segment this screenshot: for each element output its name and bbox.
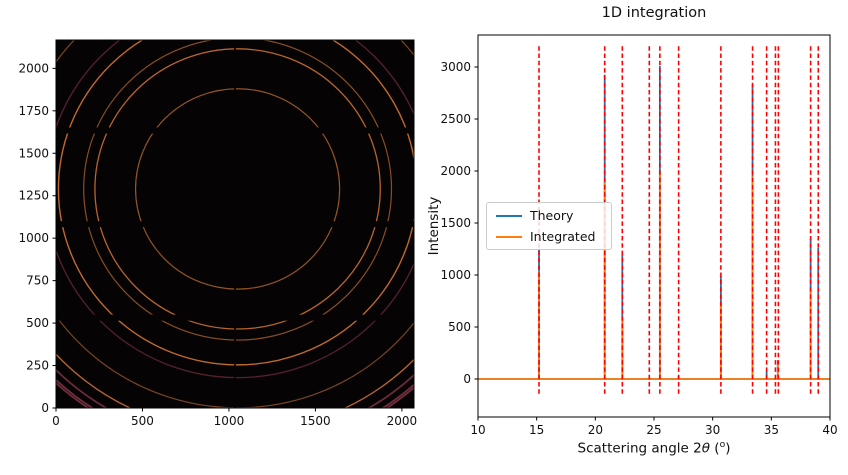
x-axis-label: Scattering angle 2θ (o): [478, 439, 830, 457]
x-tick-label: 40: [822, 423, 837, 437]
x-tick-label: 35: [764, 423, 779, 437]
theory-line-swatch: [496, 214, 522, 217]
legend-entry-integrated: Integrated: [496, 229, 602, 244]
y-tick-label: 1250: [18, 189, 49, 203]
theta-symbol: θ: [701, 440, 710, 457]
x-tick-label: 0: [52, 414, 60, 428]
plot-title: 1D integration: [601, 5, 707, 21]
y-tick-label: 750: [26, 274, 49, 288]
diffraction-ring: [83, 40, 393, 341]
x-tick-label: 1500: [300, 414, 331, 428]
legend-label-integrated: Integrated: [530, 229, 596, 244]
x-tick-label: 25: [646, 423, 661, 437]
x-tick-label: 2000: [387, 414, 418, 428]
paren-open: (: [710, 440, 720, 457]
y-tick-label: 500: [26, 316, 49, 330]
degree-symbol: o: [719, 439, 726, 450]
x-tick-label: 500: [131, 414, 154, 428]
paren-close: ): [725, 440, 731, 457]
x-tick-label: 1000: [214, 414, 245, 428]
module-gap-vertical: [234, 40, 236, 408]
y-tick-label: 1500: [18, 146, 49, 160]
x-tick-label: 30: [705, 423, 720, 437]
legend-label-theory: Theory: [530, 208, 574, 223]
integrated-line-swatch: [496, 235, 522, 238]
axes-spines: [55, 39, 415, 409]
x-axis-label-text: Scattering angle 2: [577, 440, 702, 457]
diffraction-ring: [134, 88, 341, 290]
y-tick-label: 250: [26, 359, 49, 373]
y-tick-label: 0: [463, 372, 471, 386]
y-tick-label: 1500: [440, 216, 471, 230]
y-tick-label: 500: [448, 320, 471, 334]
y-tick-label: 0: [41, 401, 49, 415]
legend: Theory Integrated: [486, 202, 612, 250]
y-tick-label: 2000: [440, 164, 471, 178]
y-tick-label: 2000: [18, 61, 49, 75]
detector-2d-plot: 0 500 1000 1500 2000 0 250 500 750 1000 1250 1500 17…: [18, 39, 417, 428]
diffraction-ring: [57, 40, 414, 366]
left-axis-ticks: 0 500 1000 1500 2000 0 250 500 750 1000 1250 1500 17…: [18, 61, 417, 428]
calibrant-lines: [538, 46, 820, 397]
diffraction-ring: [94, 48, 381, 330]
y-axis-label: Intensity: [426, 196, 442, 256]
y-tick-label: 1000: [440, 268, 471, 282]
integration-1d-plot: 10 15 20 25 30 35 40 0 500 1000 1500 2000 2500 3000: [440, 34, 838, 437]
y-tick-label: 2500: [440, 112, 471, 126]
x-tick-label: 15: [529, 423, 544, 437]
y-tick-label: 3000: [440, 60, 471, 74]
y-tick-label: 1750: [18, 104, 49, 118]
x-tick-label: 20: [588, 423, 603, 437]
diffraction-ring: [56, 40, 414, 379]
right-axis-ticks: 10 15 20 25 30 35 40 0 500 1000 1500 2000 2500 3000: [440, 60, 837, 437]
y-tick-label: 1000: [18, 231, 49, 245]
x-tick-label: 10: [470, 423, 485, 437]
legend-entry-theory: Theory: [496, 208, 602, 223]
